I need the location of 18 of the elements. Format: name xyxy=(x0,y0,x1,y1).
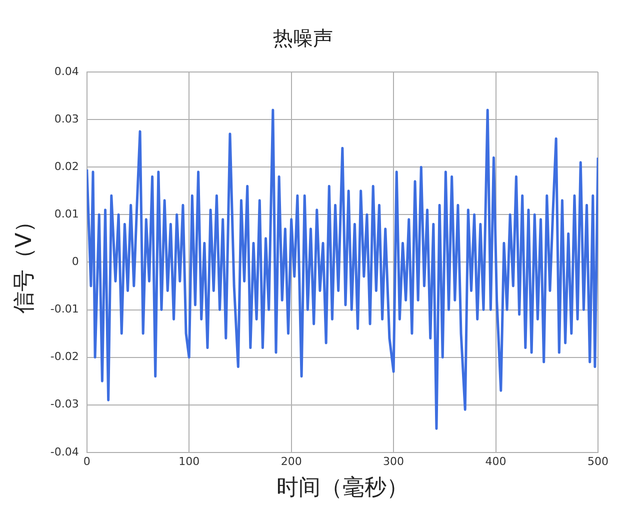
x-axis-title: 时间（毫秒） xyxy=(276,476,408,501)
y-tick-label: -0.03 xyxy=(50,398,79,411)
x-tick-label: 500 xyxy=(588,454,608,468)
x-tick-label: 100 xyxy=(178,454,200,468)
x-tick-label: 300 xyxy=(383,454,404,468)
y-tick-label: -0.01 xyxy=(50,302,79,316)
y-tick-label: 0.04 xyxy=(54,64,79,78)
y-tick-label: 0.01 xyxy=(54,208,79,221)
y-tick-label: -0.02 xyxy=(50,350,79,364)
x-tick-label: 0 xyxy=(83,454,90,468)
x-tick-label: 200 xyxy=(280,454,302,468)
x-tick-label: 400 xyxy=(485,454,506,468)
y-tick-label: -0.04 xyxy=(50,445,79,458)
chart-title: 热噪声 xyxy=(273,26,333,50)
y-tick-label: 0.02 xyxy=(54,160,79,173)
y-tick-label: 0.03 xyxy=(54,112,79,126)
y-tick-label: 0 xyxy=(72,255,79,268)
y-axis-title: 信号（V） xyxy=(12,210,37,314)
